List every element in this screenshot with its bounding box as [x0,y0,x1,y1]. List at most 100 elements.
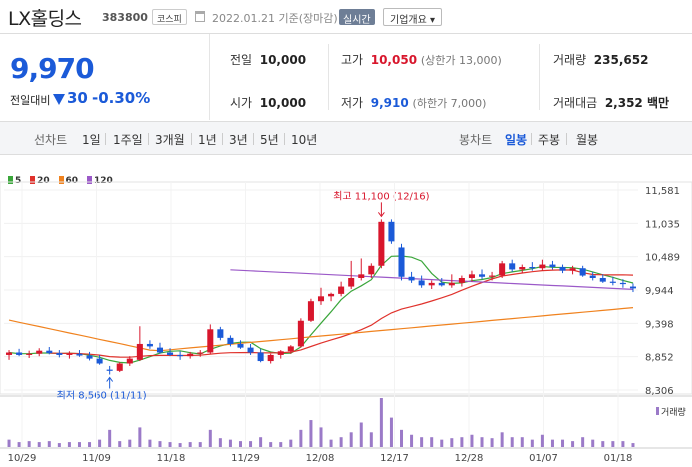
candle-body [257,352,264,362]
legend-ma120: 120 [86,176,113,186]
tab-3month[interactable]: 3개월 [155,133,185,147]
tab-3year[interactable]: 3년 [229,133,248,147]
tab-daily[interactable]: 일봉 [505,133,528,147]
candle-body [478,274,486,277]
candle-body [519,267,526,270]
x-tick-label: 12/17 [380,453,409,464]
candle-body [277,351,284,355]
volume-bar [198,442,202,447]
candle-body [579,268,586,276]
candle-body [539,264,546,269]
x-tick-label: 12/28 [455,453,484,464]
stat-value: 2,352 백만 [604,96,670,110]
volume-bar [37,442,41,447]
volume-bar [581,437,585,447]
y-tick-label: 9,398 [645,319,674,330]
candle-body [177,354,184,357]
divider [148,133,149,145]
candle-body [338,286,345,294]
divider [105,133,106,145]
volume-bar [47,441,51,447]
realtime-button[interactable]: 실시간 [339,9,375,26]
volume-bar [178,443,182,447]
divider [191,133,192,145]
ma5-line [8,255,634,364]
current-price: 9,970 [10,52,95,85]
candle-body [358,274,365,278]
candle-body [36,350,43,354]
candle-body [509,263,516,270]
volume-bar [289,439,293,447]
tab-1year[interactable]: 1년 [198,133,217,147]
candle-body [378,221,385,266]
tab-weekly[interactable]: 주봉 [538,133,561,147]
candle-body [599,278,606,282]
candle-body [217,329,224,338]
volume-bar [259,437,263,447]
volume-bar [369,432,373,447]
price-change: 30 [67,89,88,107]
candle-body [398,247,405,277]
volume-bar [138,427,142,447]
volume-bar [228,439,232,447]
candle-body [589,275,596,278]
ma20-line [49,269,634,358]
volume-bar [349,432,353,447]
volume-bar [158,441,162,447]
volume-bar [98,439,102,447]
tab-1day[interactable]: 1일 [82,133,101,147]
volume-bar [430,437,434,447]
candle-body [267,354,274,362]
legend-label: 120 [93,176,113,186]
volume-legend: 거래량 [661,406,686,418]
y-tick-label: 9,944 [645,286,674,297]
y-tick-label: 8,852 [645,353,674,364]
x-tick-label: 11/18 [157,453,186,464]
candle-body [438,282,445,286]
y-tick-label: 8,306 [645,386,674,397]
candle-chart-label: 봉차트 [459,133,493,147]
candle-body [619,282,626,285]
volume-bar [67,442,71,447]
candle-body [197,352,204,354]
candle-body [96,358,103,364]
stat-label: 저가 [341,96,364,110]
volume-bar [128,439,132,447]
stat-label: 거래량 [553,53,587,67]
y-tick-label: 11,581 [645,186,680,197]
tab-monthly[interactable]: 월봉 [576,133,599,147]
market-badge: 코스피 [152,9,187,25]
legend-ma60: 60 [58,176,79,186]
company-overview-button[interactable]: 기업개요 ▾ [383,8,442,26]
candle-body [227,337,234,344]
candle-body [86,355,93,359]
stat-label: 거래대금 [553,96,598,110]
x-tick-label: 10/29 [8,453,37,464]
candle-body [247,347,254,353]
volume-bar [329,439,333,447]
candle-body [6,352,13,355]
tab-1week[interactable]: 1주일 [113,133,143,147]
x-tick-label: 01/07 [529,453,558,464]
volume-bar [540,434,544,447]
divider [253,133,254,145]
candle-body [76,353,83,356]
compare-label: 전일대비 [10,94,51,107]
stat-sub: (상한가 13,000) [420,54,502,67]
legend-label: 60 [65,176,79,186]
candle-body [448,282,455,286]
tab-10year[interactable]: 10년 [291,133,318,147]
base-date: 2022.01.21 기준(장마감) [212,12,338,25]
high-annotation: 최고 11,100 (12/16) [333,190,429,202]
stat-label: 고가 [341,53,364,67]
volume-bar [269,442,273,447]
stat-value: 10,050 [370,53,418,67]
tab-5year[interactable]: 5년 [260,133,279,147]
volume-bar [450,438,454,447]
volume-bar [108,429,112,447]
volume-bar [389,417,393,447]
volume-bar [460,437,464,447]
volume-bar [611,441,615,447]
stat-value: 10,000 [259,96,307,110]
